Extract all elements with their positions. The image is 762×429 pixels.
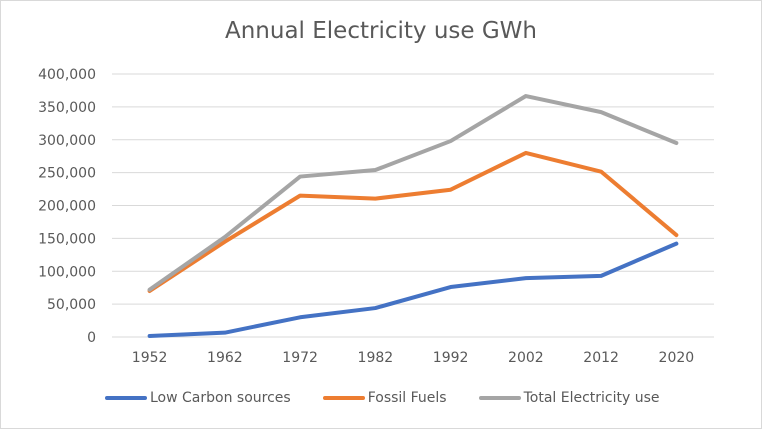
legend-swatch	[105, 396, 147, 400]
y-tick-label: 100,000	[38, 264, 96, 280]
y-tick-label: 150,000	[38, 231, 96, 247]
x-tick-label: 2002	[508, 350, 544, 366]
chart-title: Annual Electricity use GWh	[225, 18, 537, 44]
y-tick-label: 200,000	[38, 199, 96, 215]
y-tick-label: 350,000	[38, 100, 96, 116]
y-tick-label: 250,000	[38, 166, 96, 182]
legend-swatch	[478, 396, 521, 400]
y-tick-label: 400,000	[38, 67, 96, 83]
legend-item: Low Carbon sources	[105, 390, 291, 406]
y-tick-label: 0	[87, 330, 96, 346]
x-tick-label: 1992	[433, 350, 469, 366]
legend-item: Total Electricity use	[478, 390, 660, 406]
legend-label: Total Electricity use	[523, 390, 660, 406]
x-tick-label: 1952	[132, 350, 168, 366]
series-line-low-carbon-sources	[147, 241, 679, 339]
y-tick-label: 50,000	[47, 297, 96, 313]
x-tick-label: 2020	[659, 350, 695, 366]
x-tick-label: 1972	[282, 350, 318, 366]
series-line-total-electricity-use	[147, 94, 679, 292]
legend: Low Carbon sources Fossil Fuels Total Elec…	[105, 390, 690, 406]
legend-swatch	[322, 396, 365, 400]
x-tick-label: 1962	[207, 350, 243, 366]
x-tick-label: 1982	[358, 350, 394, 366]
legend-item: Fossil Fuels	[322, 390, 447, 406]
y-tick-label: 300,000	[38, 133, 96, 149]
legend-label: Fossil Fuels	[367, 390, 447, 406]
series-line-fossil-fuels	[147, 150, 679, 293]
x-tick-label: 2012	[583, 350, 619, 366]
legend-label: Low Carbon sources	[150, 390, 291, 406]
